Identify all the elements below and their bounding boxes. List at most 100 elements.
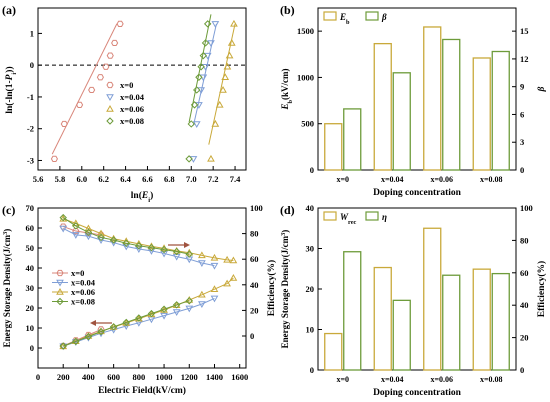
density-point xyxy=(210,285,219,292)
density-line xyxy=(63,300,190,347)
y-axis-c-tick-label: 50 xyxy=(26,243,35,253)
legend-marker xyxy=(106,104,114,112)
legend-swatch xyxy=(323,11,337,21)
legend-label-part: b xyxy=(346,19,350,26)
y-axis-c-tick-label: 20 xyxy=(26,303,35,313)
y2-axis-b-tick-label: 0 xyxy=(520,165,524,175)
data-point xyxy=(211,119,220,127)
x-axis-a-tick-label: 5.8 xyxy=(55,174,66,184)
y2-axis-title-d: Efficiency(%) xyxy=(536,261,547,317)
density-point xyxy=(84,332,93,341)
y-axis-c-tick-label: 60 xyxy=(26,223,35,233)
y-axis-c-tick-label: 0 xyxy=(30,343,34,353)
x-axis-c-tick-label: 400 xyxy=(82,372,95,382)
y2-axis-d-tick-label: 20 xyxy=(520,333,529,343)
x-axis-title-b: Doping concentration xyxy=(373,188,462,198)
y2-axis-c-tick-label: 80 xyxy=(250,229,259,239)
y-axis-a-tick-label: 0 xyxy=(30,60,34,70)
x-axis-title-a: ln(Ei) xyxy=(131,190,153,204)
data-point xyxy=(227,38,236,46)
y-axis-title-c: Energy Storage Density(J/cm3) xyxy=(2,229,13,348)
category-label: x=0.08 xyxy=(480,375,503,384)
efficiency-line xyxy=(63,226,102,236)
density-line xyxy=(63,297,215,347)
x-axis-c-tick-label: 200 xyxy=(57,372,70,382)
data-point xyxy=(96,74,104,81)
data-point xyxy=(207,40,215,47)
y-axis-a-tick-label: -1 xyxy=(27,92,34,102)
efficiency-point xyxy=(160,245,168,254)
legend-marker xyxy=(56,279,64,287)
y-axis-c-tick-label: 30 xyxy=(26,283,35,293)
y2-axis-b-tick-label: 3 xyxy=(520,137,524,147)
category-label: x=0.08 xyxy=(480,175,503,184)
efficiency-point xyxy=(59,213,67,222)
bar-d-right xyxy=(392,299,411,371)
category-label: x=0.04 xyxy=(381,175,404,184)
density-point xyxy=(210,295,219,303)
bar-b-right xyxy=(343,108,362,171)
legend-label: Eb xyxy=(339,12,350,26)
efficiency-point xyxy=(210,262,219,270)
category-label: x=0 xyxy=(336,375,349,384)
efficiency-point xyxy=(109,236,118,244)
y-axis-d-tick-label: 0 xyxy=(310,365,314,375)
bar-b-left xyxy=(373,42,392,171)
x-axis-a-tick-label: 6.6 xyxy=(142,174,153,184)
efficiency-point xyxy=(71,232,80,239)
category-label: x=0 xyxy=(336,175,349,184)
y-axis-b-tick-label: 1000 xyxy=(297,72,314,82)
x-axis-c-tick-label: 1200 xyxy=(181,372,198,382)
x-axis-title-c: Electric Field(kV/cm) xyxy=(98,385,186,396)
density-point xyxy=(223,279,231,287)
y-axis-d-tick-label: 30 xyxy=(306,244,315,254)
data-point xyxy=(76,101,84,108)
x-axis-a-tick-label: 7.4 xyxy=(230,174,241,184)
y2-axis-d-tick-label: 40 xyxy=(520,300,529,310)
y-axis-c-tick-label: 40 xyxy=(26,263,35,273)
panel-label: (a) xyxy=(2,3,16,17)
efficiency-point xyxy=(72,227,80,235)
y-axis-title-d-part: 3 xyxy=(280,233,287,236)
data-point xyxy=(223,62,232,70)
y2-axis-b-tick-label: 9 xyxy=(520,82,524,92)
legend-marker xyxy=(106,94,114,102)
legend-marker xyxy=(56,269,64,277)
bar-d-left xyxy=(472,268,491,371)
density-point xyxy=(122,323,131,331)
density-point xyxy=(198,290,206,298)
y-axis-title-a-part: i xyxy=(11,73,18,75)
legend-label: x=0.04 xyxy=(71,278,96,288)
category-label: x=0.06 xyxy=(430,375,453,384)
y-axis-a-tick-label: -2 xyxy=(27,124,34,134)
legend-label: Wrec xyxy=(340,212,356,226)
y-axis-b-tick-label: 1500 xyxy=(297,26,314,36)
x-axis-c-tick-label: 1400 xyxy=(206,372,223,382)
efficiency-point xyxy=(122,243,131,251)
legend-label: x=0.08 xyxy=(71,297,95,307)
density-point xyxy=(172,301,181,309)
x-axis-a-tick-label: 5.6 xyxy=(33,174,44,184)
data-point xyxy=(203,20,212,28)
y-axis-d-tick-label: 40 xyxy=(306,203,315,213)
efficiency-point xyxy=(198,251,206,259)
y2-axis-title-b: β xyxy=(537,86,547,92)
y-axis-title-d: Energy Storage Density(J/cm3) xyxy=(280,230,291,349)
legend-label: x=0.06 xyxy=(71,287,95,297)
density-point xyxy=(172,309,181,317)
density-point xyxy=(185,297,193,305)
y2-axis-c-tick-label: 20 xyxy=(250,305,259,315)
legend-label-part: rec xyxy=(348,219,356,226)
y2-axis-d-tick-label: 100 xyxy=(520,203,533,213)
y2-axis-b-tick-label: 15 xyxy=(520,26,529,36)
y-axis-title-a: ln(-ln(1-Pi)) xyxy=(4,66,18,113)
y2-axis-b-tick-label: 12 xyxy=(520,54,529,64)
bar-b-left xyxy=(324,123,343,171)
y-axis-title-b-part: b xyxy=(287,100,294,104)
x-axis-a-tick-label: 7.2 xyxy=(208,174,219,184)
bar-d-right xyxy=(491,272,510,371)
legend-marker xyxy=(56,287,64,295)
efficiency-line xyxy=(62,217,190,255)
y-axis-title-c-part: 3 xyxy=(2,232,9,235)
